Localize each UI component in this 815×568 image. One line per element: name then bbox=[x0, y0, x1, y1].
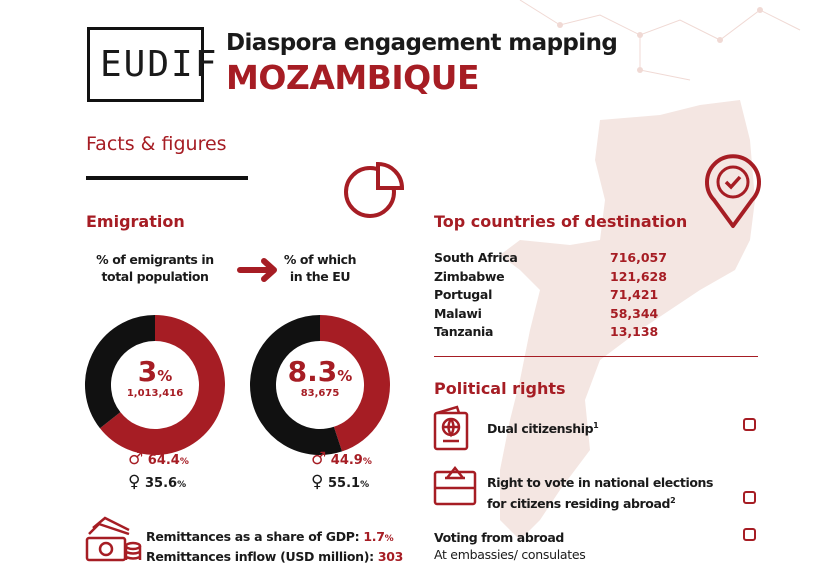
emigration-title: Emigration bbox=[86, 212, 185, 231]
gdp-unit: % bbox=[384, 534, 394, 544]
gdp-label: Remittances as a share of GDP: bbox=[146, 529, 360, 544]
remittances: Remittances as a share of GDP: 1.7% Remi… bbox=[146, 528, 403, 566]
check-icon bbox=[743, 491, 756, 504]
money-icon bbox=[85, 516, 142, 562]
section-title: Facts & figures bbox=[86, 133, 227, 155]
male-pct: 64.4 bbox=[147, 453, 180, 468]
eu-center: 8.3% 83,675 bbox=[270, 355, 370, 399]
divider bbox=[86, 176, 248, 180]
donut-charts bbox=[85, 315, 390, 455]
destination-country: Zimbabwe bbox=[434, 268, 505, 284]
destination-country: Tanzania bbox=[434, 324, 494, 339]
destination-value: 716,057 bbox=[610, 250, 667, 265]
passport-icon bbox=[433, 405, 469, 451]
voting-from-abroad: Voting from abroad bbox=[434, 530, 564, 545]
pct-sign: % bbox=[337, 367, 353, 385]
destination-country: South Africa bbox=[434, 250, 518, 265]
male-pct: 44.9 bbox=[330, 453, 363, 468]
vote-line: Right to vote in national elections bbox=[487, 475, 714, 490]
arrow-right-icon bbox=[237, 258, 277, 282]
female-icon: ♀ bbox=[311, 472, 324, 492]
label-line: total population bbox=[101, 269, 209, 284]
label-line: in the EU bbox=[289, 269, 351, 284]
label-line: % of emigrants in bbox=[96, 252, 214, 267]
destination-value: 13,138 bbox=[610, 324, 659, 339]
destination-row: Tanzania 13,138 bbox=[434, 324, 667, 343]
location-check-icon bbox=[705, 154, 761, 228]
political-rights-title: Political rights bbox=[434, 379, 566, 398]
dual-citizenship: Dual citizenship1 bbox=[487, 417, 599, 438]
male-icon: ♂ bbox=[128, 449, 144, 469]
dual-label: Dual citizenship bbox=[487, 421, 594, 437]
eu-gender: ♂ 44.9% ♀ 55.1% bbox=[311, 449, 372, 495]
destination-row: Zimbabwe 121,628 bbox=[434, 269, 667, 288]
pie-chart-icon bbox=[344, 161, 405, 218]
divider bbox=[434, 356, 758, 357]
ballot-box-icon bbox=[433, 465, 477, 506]
pct-sign: % bbox=[157, 367, 173, 385]
total-count: 1,013,416 bbox=[126, 388, 184, 399]
footnote: 1 bbox=[593, 421, 599, 430]
total-gender: ♂ 64.4% ♀ 35.6% bbox=[128, 449, 189, 495]
total-female-segment bbox=[85, 315, 156, 429]
check-icon bbox=[743, 418, 756, 431]
eu-count: 83,675 bbox=[300, 388, 340, 399]
gdp-value: 1.7 bbox=[363, 529, 385, 544]
eudif-logo: EUDIF bbox=[87, 27, 216, 102]
pct-sign: % bbox=[362, 457, 372, 467]
destination-row: Portugal 71,421 bbox=[434, 287, 667, 306]
destination-country: Portugal bbox=[434, 287, 493, 302]
destination-value: 71,421 bbox=[610, 287, 659, 302]
male-icon: ♂ bbox=[311, 449, 327, 469]
vote-line: for citizens residing abroad bbox=[487, 496, 671, 512]
destination-country: Malawi bbox=[434, 305, 482, 321]
check-icon bbox=[743, 528, 756, 541]
destination-row: South Africa 716,057 bbox=[434, 250, 667, 269]
pct-sign: % bbox=[360, 480, 370, 490]
total-pct: 3 bbox=[137, 355, 158, 388]
destination-value: 58,344 bbox=[610, 305, 659, 321]
inflow-value: 303 bbox=[377, 549, 404, 564]
page-title: Diaspora engagement mapping bbox=[226, 30, 618, 56]
female-pct: 55.1 bbox=[327, 476, 361, 491]
inflow-label: Remittances inflow (USD million): bbox=[146, 549, 374, 564]
right-to-vote: Right to vote in national elections for c… bbox=[487, 474, 713, 513]
female-icon: ♀ bbox=[128, 472, 141, 492]
destinations-title: Top countries of destination bbox=[434, 212, 688, 231]
total-label: % of emigrants in total population bbox=[85, 251, 225, 285]
country-name: MOZAMBIQUE bbox=[226, 58, 480, 97]
destination-row: Malawi 58,344 bbox=[434, 306, 667, 325]
total-center: 3% 1,013,416 bbox=[105, 355, 205, 399]
total-male-segment bbox=[99, 315, 225, 455]
destination-value: 121,628 bbox=[610, 268, 667, 284]
destinations-list: South Africa 716,057 Zimbabwe 121,628 Portug… bbox=[434, 250, 667, 343]
eu-female-segment bbox=[250, 315, 343, 455]
pct-sign: % bbox=[179, 457, 189, 467]
female-pct: 35.6 bbox=[144, 476, 178, 491]
eu-label: % of which in the EU bbox=[265, 251, 375, 285]
voting-detail: At embassies/ consulates bbox=[434, 547, 586, 562]
eu-pct: 8.3 bbox=[287, 355, 338, 388]
pct-sign: % bbox=[177, 480, 187, 490]
label-line: % of which bbox=[283, 252, 357, 267]
eu-male-segment bbox=[319, 315, 390, 452]
footnote: 2 bbox=[670, 496, 676, 505]
